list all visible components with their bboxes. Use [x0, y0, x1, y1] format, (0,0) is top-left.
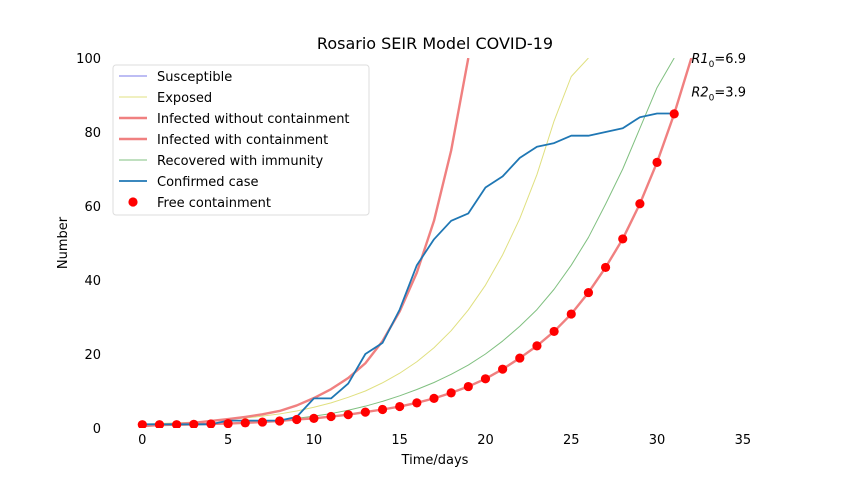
x-tick-label: 5	[224, 433, 232, 448]
legend-label-susceptible: Susceptible	[157, 70, 232, 85]
data-point	[395, 401, 405, 412]
legend-label-infected-without-containment: Infected without containment	[157, 112, 350, 127]
data-point	[292, 414, 302, 425]
data-point	[360, 407, 370, 417]
legend-label-exposed: Exposed	[157, 91, 212, 106]
plot-area	[137, 58, 693, 428]
x-tick-label: 10	[306, 433, 323, 448]
data-point	[446, 388, 456, 398]
data-point	[412, 398, 422, 408]
data-point	[429, 393, 439, 403]
series-free-containment	[137, 109, 679, 428]
data-point	[326, 411, 336, 422]
legend-label-infected-with-containment: Infected with containment	[157, 133, 328, 148]
data-point	[240, 418, 250, 428]
x-axis-ticks: 0 5 10 15 20 25 30 35	[138, 433, 751, 448]
data-point	[583, 287, 594, 298]
data-point	[137, 420, 147, 428]
annotation-r-value: R10=6.9	[691, 52, 746, 70]
data-point	[189, 419, 199, 428]
data-point	[172, 420, 182, 428]
data-point	[309, 413, 319, 423]
data-point	[223, 418, 233, 428]
x-tick-label: 20	[477, 433, 494, 448]
legend-label-recovered-with-immunity: Recovered with immunity	[157, 154, 324, 169]
data-point	[257, 417, 268, 427]
data-point	[206, 419, 216, 428]
y-axis-ticks: 0 20 40 60 80 100	[76, 52, 101, 437]
data-point	[600, 262, 611, 273]
data-point	[480, 374, 491, 384]
y-tick-label: 100	[76, 52, 101, 67]
data-point	[532, 341, 542, 351]
x-tick-label: 30	[649, 433, 666, 448]
data-point	[618, 234, 628, 244]
data-point	[377, 404, 388, 415]
annotations: R10=6.9 R20=3.9	[691, 52, 746, 103]
data-point	[669, 109, 679, 119]
legend-box	[112, 64, 370, 216]
data-point	[498, 364, 508, 374]
chart-title: Rosario SEIR Model COVID-19	[317, 34, 553, 53]
data-point	[154, 420, 165, 428]
data-point	[652, 157, 662, 167]
x-tick-label: 15	[391, 433, 408, 448]
data-point	[566, 309, 576, 319]
legend-label-confirmed-case: Confirmed case	[157, 175, 259, 190]
x-tick-label: 35	[735, 433, 752, 448]
data-point	[343, 410, 353, 420]
data-point	[515, 353, 525, 363]
legend-label-free-containment: Free containment	[157, 196, 271, 211]
x-axis-label: Time/days	[401, 453, 469, 468]
y-axis-label: Number	[56, 216, 71, 269]
annotation-r-value: R20=3.9	[691, 85, 746, 103]
legend: Susceptible Exposed Infected without conta…	[112, 64, 370, 216]
y-tick-label: 20	[84, 348, 101, 363]
legend-marker-free-containment	[128, 197, 138, 207]
y-tick-label: 80	[84, 126, 101, 141]
data-point	[549, 326, 559, 337]
x-tick-label: 25	[563, 433, 580, 448]
y-tick-label: 40	[84, 274, 101, 289]
y-tick-label: 0	[93, 422, 101, 437]
data-point	[274, 416, 285, 426]
y-tick-label: 60	[84, 200, 101, 215]
data-point	[463, 381, 473, 392]
data-point	[635, 199, 645, 209]
x-tick-label: 0	[138, 433, 146, 448]
